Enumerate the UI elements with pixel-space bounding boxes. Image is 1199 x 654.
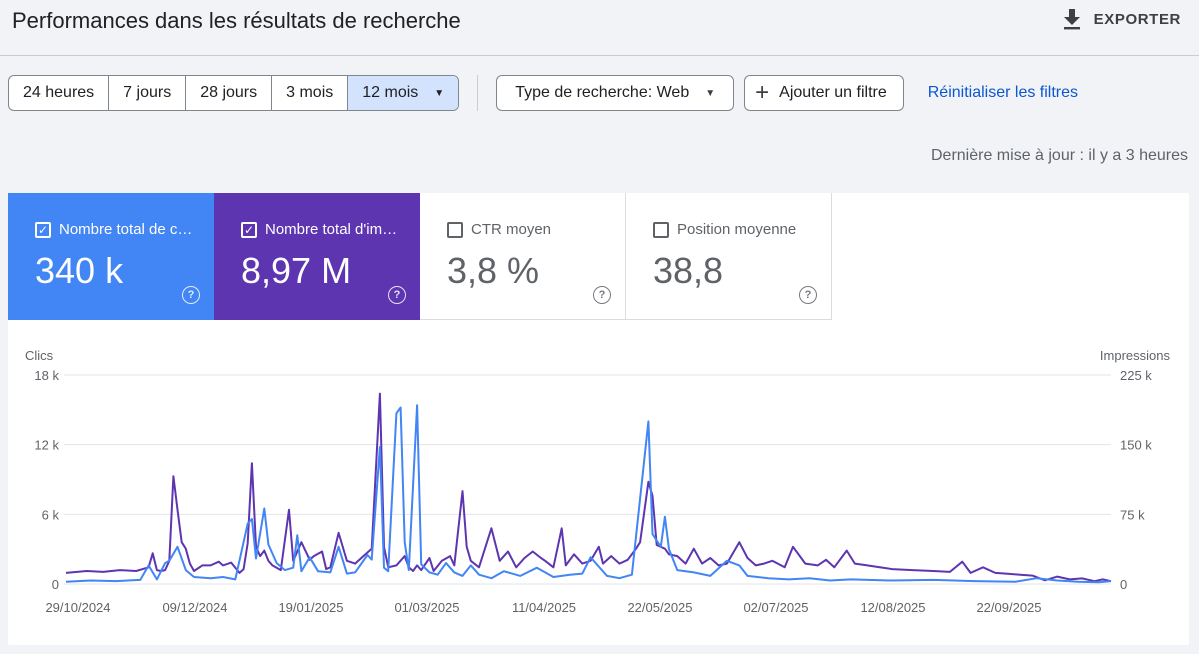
impressions-series-line	[65, 392, 1112, 583]
checkbox-unchecked-icon[interactable]	[447, 221, 463, 238]
x-tick-label: 01/03/2025	[394, 600, 459, 615]
right-tick-label: 75 k	[1120, 507, 1145, 522]
metric-label: Nombre total d'im…	[265, 221, 398, 238]
metric-average-position[interactable]: Position moyenne 38,8 ?	[626, 193, 832, 320]
page-title: Performances dans les résultats de reche…	[12, 8, 461, 33]
clicks-series-line	[65, 404, 1112, 584]
chart-svg: 0 0 6 k 75 k 12 k 150 k 18 k 225 k Clics Impressi…	[25, 348, 1171, 615]
metric-tabs: ✓ Nombre total de c… 340 k ? ✓ Nombre to…	[8, 193, 832, 320]
last-update-text: Dernière mise à jour : il y a 3 heures	[931, 147, 1188, 164]
left-tick-label: 18 k	[34, 368, 59, 383]
add-filter-label: Ajouter un filtre	[779, 84, 887, 101]
metric-label: Position moyenne	[677, 221, 797, 238]
filter-bar: 24 heures 7 jours 28 jours 3 mois 12 moi…	[8, 75, 1078, 111]
export-label: EXPORTER	[1093, 10, 1181, 28]
search-type-dropdown[interactable]: Type de recherche: Web ▼	[496, 75, 735, 111]
performance-card: ✓ Nombre total de c… 340 k ? ✓ Nombre to…	[8, 193, 1189, 645]
left-axis-label: Clics	[25, 348, 54, 363]
export-button[interactable]: EXPORTER	[1062, 6, 1181, 32]
x-tick-label: 19/01/2025	[278, 600, 343, 615]
metric-label: CTR moyen	[471, 221, 552, 238]
range-7d-button[interactable]: 7 jours	[109, 76, 187, 110]
help-icon[interactable]: ?	[593, 286, 611, 304]
x-tick-label: 29/10/2024	[45, 600, 110, 615]
x-tick-label: 09/12/2024	[162, 600, 227, 615]
x-tick-label: 02/07/2025	[743, 600, 808, 615]
checkbox-checked-icon[interactable]: ✓	[35, 221, 51, 238]
help-icon[interactable]: ?	[799, 286, 817, 304]
range-3m-button[interactable]: 3 mois	[272, 76, 349, 110]
metric-total-impressions[interactable]: ✓ Nombre total d'im… 8,97 M ?	[214, 193, 420, 320]
metric-value: 3,8 %	[447, 250, 540, 291]
metric-value: 340 k	[35, 250, 124, 291]
metric-header: CTR moyen	[447, 221, 612, 238]
reset-filters-link[interactable]: Réinitialiser les filtres	[927, 84, 1079, 101]
metric-total-clicks[interactable]: ✓ Nombre total de c… 340 k ?	[8, 193, 214, 320]
left-tick-label: 6 k	[42, 507, 60, 522]
right-axis-label: Impressions	[1100, 348, 1171, 363]
right-tick-label: 0	[1120, 577, 1127, 592]
x-tick-label: 22/05/2025	[627, 600, 692, 615]
metric-header: Position moyenne	[653, 221, 818, 238]
right-tick-label: 150 k	[1120, 438, 1152, 453]
performance-chart: 0 0 6 k 75 k 12 k 150 k 18 k 225 k Clics Impressi…	[8, 343, 1189, 645]
range-12m-button[interactable]: 12 mois ▼	[348, 76, 459, 110]
metric-header: ✓ Nombre total d'im…	[241, 221, 406, 238]
checkbox-unchecked-icon[interactable]	[653, 221, 669, 238]
search-type-label: Type de recherche: Web	[515, 84, 690, 101]
metric-average-ctr[interactable]: CTR moyen 3,8 % ?	[420, 193, 626, 320]
caret-down-icon: ▼	[705, 87, 716, 99]
plus-icon: +	[755, 79, 770, 106]
x-tick-label: 22/09/2025	[976, 600, 1041, 615]
metric-label: Nombre total de c…	[59, 221, 193, 238]
range-12m-label: 12 mois	[362, 84, 419, 101]
x-tick-label: 12/08/2025	[860, 600, 925, 615]
download-icon	[1063, 9, 1080, 30]
range-24h-button[interactable]: 24 heures	[9, 76, 110, 110]
left-tick-label: 12 k	[34, 438, 59, 453]
page-header: Performances dans les résultats de reche…	[0, 0, 1199, 56]
help-icon[interactable]: ?	[182, 286, 200, 304]
help-icon[interactable]: ?	[388, 286, 406, 304]
metric-header: ✓ Nombre total de c…	[35, 221, 200, 238]
left-tick-label: 0	[52, 577, 59, 592]
date-range-selector: 24 heures 7 jours 28 jours 3 mois 12 moi…	[8, 75, 460, 111]
caret-down-icon: ▼	[434, 87, 445, 99]
x-tick-label: 11/04/2025	[512, 600, 576, 615]
add-filter-button[interactable]: + Ajouter un filtre	[744, 75, 904, 111]
right-tick-label: 225 k	[1120, 368, 1152, 383]
metric-value: 38,8	[653, 250, 724, 291]
metric-value: 8,97 M	[241, 250, 352, 291]
divider	[477, 75, 479, 111]
checkbox-checked-icon[interactable]: ✓	[241, 221, 257, 238]
range-28d-button[interactable]: 28 jours	[186, 76, 273, 110]
